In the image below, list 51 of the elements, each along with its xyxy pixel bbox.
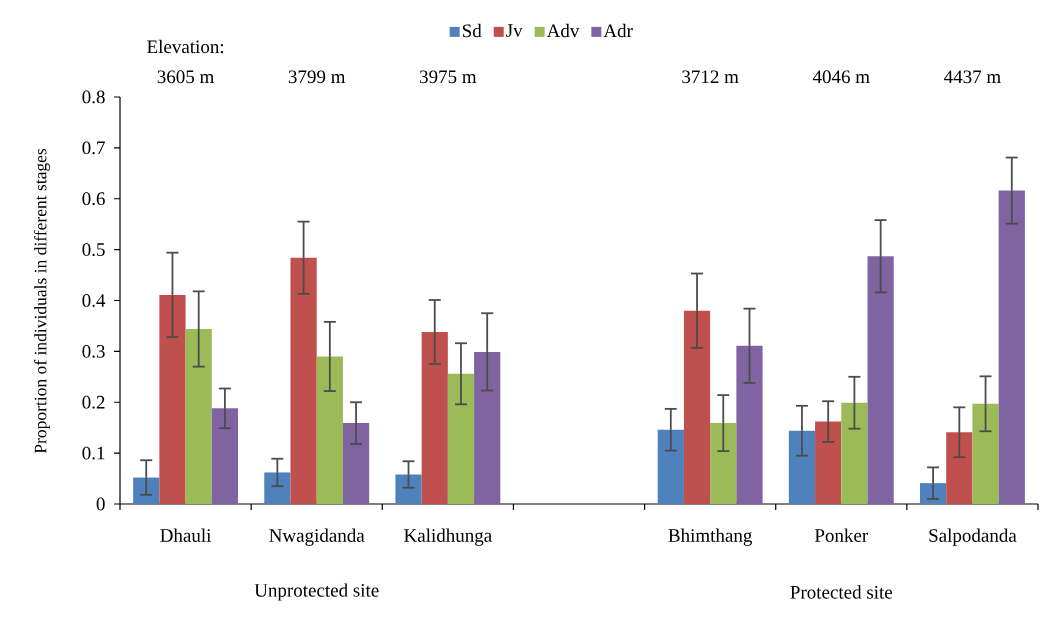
y-tick-label: 0.4 <box>82 294 106 307</box>
bar <box>736 345 763 504</box>
text: 3605 m <box>157 70 215 84</box>
bar <box>946 432 973 504</box>
text: 4046 m <box>812 70 870 84</box>
bar <box>264 472 291 504</box>
text: Protected site <box>790 585 893 599</box>
y-tick-label: 0.7 <box>82 141 105 155</box>
bar <box>421 332 448 504</box>
x-tick-label: Dhauli <box>160 528 212 542</box>
legend-label: Sd <box>462 23 482 38</box>
bar <box>788 430 816 504</box>
bar <box>683 310 711 504</box>
y-tick-label: 0.6 <box>82 192 105 206</box>
bar <box>657 429 684 504</box>
bar <box>841 402 868 504</box>
x-tick-label: Salpodanda <box>929 528 1017 546</box>
bar <box>815 421 842 504</box>
bar <box>474 351 501 504</box>
bar <box>159 294 186 504</box>
text: 3975 m <box>420 70 477 84</box>
text: 3799 m <box>288 70 346 84</box>
bar <box>710 423 737 504</box>
legend-label: Jv <box>506 24 523 37</box>
bar <box>972 403 999 504</box>
text: Elevation: <box>147 39 224 54</box>
bar <box>998 190 1025 504</box>
legend-label: Adr <box>603 23 633 38</box>
bar <box>185 328 212 504</box>
bar <box>447 373 475 504</box>
bar <box>342 423 370 504</box>
bar <box>316 356 343 504</box>
y-tick-label: 0 <box>96 497 105 511</box>
x-tick-label: Nwagidanda <box>269 528 365 546</box>
y-tick-label: 0.3 <box>82 344 105 358</box>
y-axis-title: Proportion of individuals in different stages <box>33 148 51 454</box>
x-tick-label: Ponker <box>814 528 869 542</box>
x-tick-label: Bhimthang <box>668 528 753 546</box>
y-tick-label: 0.2 <box>82 395 105 409</box>
x-tick-label: Kalidhunga <box>404 528 492 546</box>
y-tick-label: 0.5 <box>82 243 105 257</box>
text: Unprotected site <box>254 583 379 601</box>
text: 3712 m <box>682 70 739 84</box>
bar <box>395 474 422 504</box>
bar <box>211 408 239 504</box>
legend-label: Adv <box>546 23 580 38</box>
y-tick-label: 0.8 <box>82 90 105 104</box>
text: 4437 m <box>944 70 1001 84</box>
bar <box>290 257 317 504</box>
y-tick-label: 0.1 <box>82 446 105 460</box>
bar <box>867 256 894 504</box>
